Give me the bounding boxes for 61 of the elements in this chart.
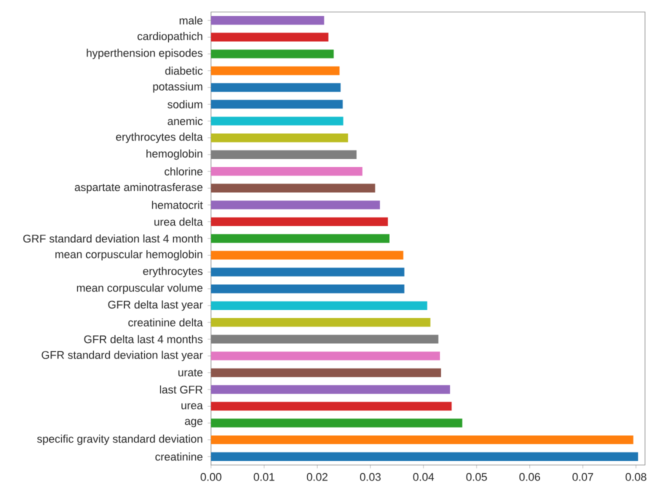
y-tick-label: aspartate aminotrasferase <box>74 183 202 194</box>
bar <box>211 301 428 310</box>
bar <box>211 318 430 327</box>
y-tick-label: GFR standard deviation last year <box>42 350 203 362</box>
bar <box>211 200 380 210</box>
bar <box>211 402 452 411</box>
y-tick-label: mean corpuscular volume <box>76 284 202 294</box>
y-tick-label: diabetic <box>165 66 203 75</box>
bar <box>211 452 638 461</box>
x-tick-label: 0.07 <box>572 473 594 481</box>
bar <box>211 217 388 226</box>
bar <box>211 284 404 294</box>
y-tick-label: hemoglobin <box>146 149 202 160</box>
y-tick-label: GFR delta last year <box>108 300 203 311</box>
y-tick-label: specific gravity standard deviation <box>37 434 202 445</box>
bar <box>211 234 390 243</box>
y-tick-label: potassium <box>153 82 202 93</box>
y-tick-label: erythrocytes <box>143 266 203 278</box>
y-tick-label: mean corpuscular hemoglobin <box>55 250 202 260</box>
y-tick-label: erythrocytes delta <box>116 132 203 143</box>
y-tick-label: GRF standard deviation last 4 month <box>23 234 202 243</box>
bar <box>211 250 404 260</box>
y-tick-label: creatinine <box>155 452 202 461</box>
y-tick-label: creatinine delta <box>128 318 203 326</box>
y-tick-label: urea delta <box>154 218 203 226</box>
bar <box>211 368 442 378</box>
bar <box>211 50 334 58</box>
bar <box>211 32 328 42</box>
y-tick-label: last GFR <box>160 385 202 394</box>
x-tick-label: 0.00 <box>200 473 222 481</box>
y-tick-label: anemic <box>168 116 203 126</box>
y-tick-label: hyperthension episodes <box>86 48 203 60</box>
y-tick-label: urate <box>178 369 202 376</box>
bar <box>211 16 324 25</box>
y-tick-label: hematocrit <box>152 200 203 209</box>
y-tick-label: sodium <box>168 100 202 108</box>
bar <box>211 184 376 193</box>
bar <box>211 167 362 176</box>
x-tick-label: 0.04 <box>413 473 434 481</box>
x-tick-label: 0.06 <box>519 473 540 481</box>
bar <box>211 116 344 126</box>
bar <box>211 418 462 428</box>
x-tick-label: 0.03 <box>360 473 381 481</box>
bar <box>211 385 450 394</box>
y-tick-label: GFR delta last 4 months <box>84 335 203 344</box>
bar <box>211 435 634 444</box>
x-tick-label: 0.02 <box>306 473 328 481</box>
y-tick-label: age <box>184 418 202 428</box>
x-tick-label: 0.01 <box>254 473 274 481</box>
bar <box>211 133 348 142</box>
y-tick-label: male <box>180 16 202 24</box>
y-tick-label: urea <box>182 403 203 410</box>
bar <box>211 352 440 360</box>
y-tick-label: chlorine <box>164 167 202 176</box>
x-tick-label: 0.05 <box>466 473 487 481</box>
x-tick-label: 0.08 <box>626 473 646 481</box>
bar <box>211 83 341 92</box>
bar <box>211 66 340 76</box>
bar <box>211 100 343 109</box>
bar <box>211 268 404 276</box>
y-tick-label: cardiopathich <box>138 32 202 42</box>
